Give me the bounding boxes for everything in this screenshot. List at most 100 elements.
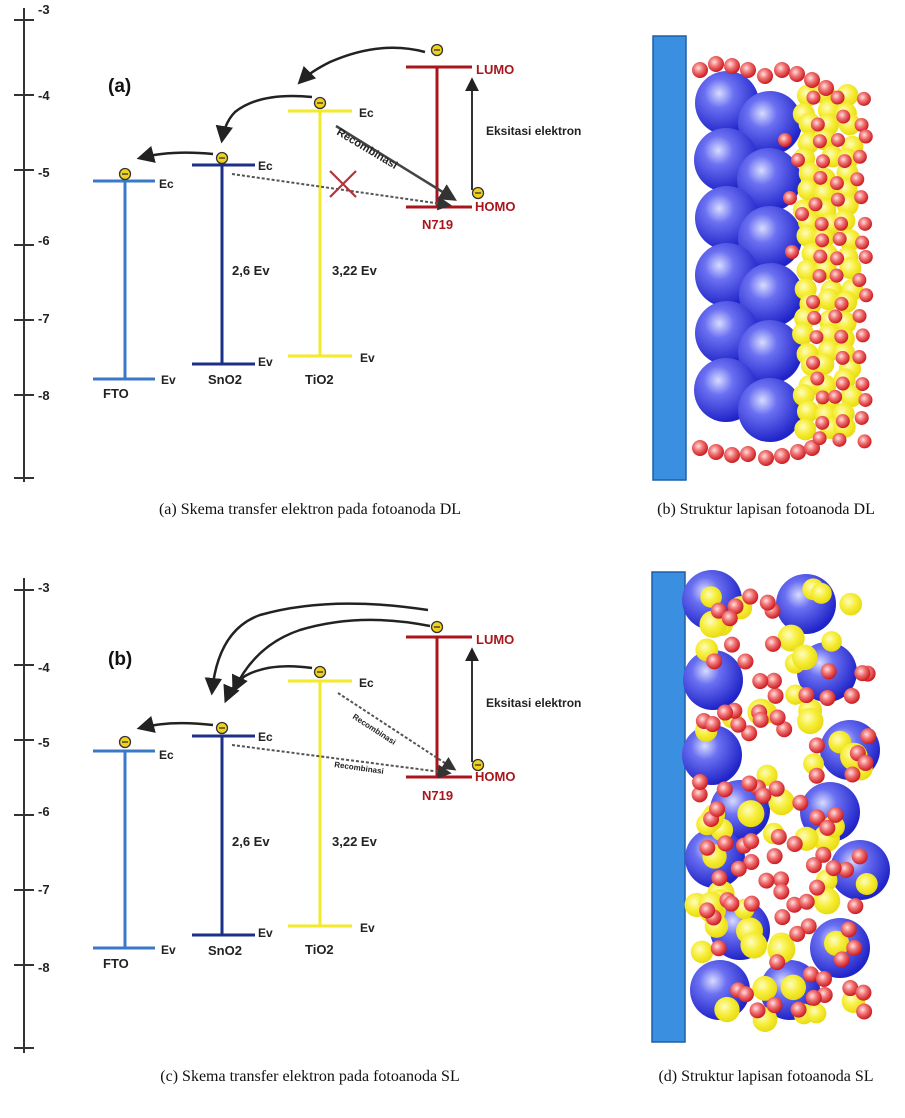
medium-particle bbox=[791, 644, 818, 671]
panel-tag: (a) bbox=[108, 76, 131, 97]
small-particle bbox=[769, 954, 786, 971]
small-particle bbox=[830, 251, 845, 266]
small-particle bbox=[810, 371, 825, 386]
blocked-cross-icon bbox=[329, 170, 357, 198]
electron-icon bbox=[430, 620, 444, 634]
tio2-ev-label: Ev bbox=[360, 351, 375, 365]
small-particle bbox=[691, 786, 708, 803]
small-particle bbox=[723, 636, 740, 653]
medium-particle bbox=[737, 800, 765, 828]
small-particle bbox=[724, 447, 740, 463]
small-particle bbox=[699, 839, 716, 856]
small-particle bbox=[711, 870, 728, 887]
small-particle bbox=[838, 861, 855, 878]
small-particle bbox=[770, 828, 787, 845]
small-particle bbox=[790, 444, 806, 460]
small-particle bbox=[813, 249, 828, 264]
transfer-arrow-sno2-fto bbox=[136, 145, 214, 163]
small-particle bbox=[692, 440, 708, 456]
small-particle bbox=[806, 295, 821, 310]
small-particle bbox=[769, 709, 786, 726]
small-particle bbox=[802, 966, 819, 983]
small-particle bbox=[752, 673, 769, 690]
small-particle bbox=[857, 434, 872, 449]
small-particle bbox=[806, 355, 821, 370]
small-particle bbox=[773, 883, 790, 900]
transfer-arrow-tio2-sno2 bbox=[215, 94, 313, 144]
medium-particle bbox=[752, 975, 778, 1001]
small-particle bbox=[808, 737, 825, 754]
small-particle bbox=[854, 190, 869, 205]
small-particle bbox=[743, 853, 760, 870]
caption-a: (a) Skema transfer elektron pada fotoano… bbox=[158, 501, 462, 518]
small-particle bbox=[795, 207, 809, 221]
fto-ev-label: Ev bbox=[161, 943, 176, 957]
small-particle bbox=[699, 902, 716, 919]
fto-label: FTO bbox=[103, 386, 129, 401]
small-particle bbox=[792, 794, 809, 811]
axis-tick-label: -5 bbox=[38, 735, 50, 750]
small-particle bbox=[829, 268, 844, 283]
small-particle bbox=[805, 857, 822, 874]
large-particle bbox=[682, 725, 742, 785]
axis-tick-label: -7 bbox=[38, 882, 50, 897]
small-particle bbox=[800, 918, 817, 935]
small-particle bbox=[798, 893, 815, 910]
small-particle bbox=[812, 431, 827, 446]
small-particle bbox=[808, 197, 823, 212]
small-particle bbox=[783, 191, 797, 205]
small-particle bbox=[730, 860, 747, 877]
small-particle bbox=[809, 879, 826, 896]
small-particle bbox=[724, 58, 740, 74]
small-particle bbox=[852, 350, 867, 365]
small-particle bbox=[778, 133, 792, 147]
caption-b: (b) Struktur lapisan fotoanoda DL bbox=[657, 501, 875, 518]
small-particle bbox=[774, 62, 790, 78]
small-particle bbox=[766, 997, 783, 1014]
small-particle bbox=[858, 216, 873, 231]
large-particle bbox=[739, 263, 803, 327]
transfer-arrow-tio2-sno2 bbox=[223, 664, 313, 704]
small-particle bbox=[830, 192, 845, 207]
tio2-gap-label: 3,22 Ev bbox=[332, 263, 378, 278]
small-particle bbox=[809, 809, 826, 826]
small-particle bbox=[708, 444, 724, 460]
small-particle bbox=[807, 310, 822, 325]
fto-ev-label: Ev bbox=[161, 373, 176, 387]
transfer-arrow-n719-sno2-b bbox=[231, 618, 431, 694]
small-particle bbox=[774, 448, 790, 464]
medium-particle bbox=[777, 624, 805, 652]
small-particle bbox=[743, 833, 760, 850]
energy-diagram-dl: -3 -4 -5 -6 -7 -8 (a) Ec Ev FTO bbox=[14, 2, 581, 482]
tio2-ec-label: Ec bbox=[359, 106, 374, 120]
small-particle bbox=[789, 66, 805, 82]
small-particle bbox=[786, 896, 803, 913]
band-fto bbox=[93, 179, 155, 381]
transfer-arrow-n719-sno2 bbox=[204, 602, 429, 696]
medium-particle bbox=[780, 974, 807, 1001]
small-particle bbox=[749, 1002, 766, 1019]
small-particle bbox=[721, 610, 738, 627]
medium-particle bbox=[700, 586, 722, 608]
small-particle bbox=[854, 665, 871, 682]
electron-icon bbox=[215, 151, 229, 165]
band-sno2 bbox=[192, 163, 255, 366]
sno2-label: SnO2 bbox=[208, 372, 242, 387]
small-particle bbox=[828, 309, 843, 324]
axis-tick-label: -7 bbox=[38, 311, 50, 326]
small-particle bbox=[757, 68, 773, 84]
small-particle bbox=[819, 819, 836, 836]
small-particle bbox=[740, 446, 756, 462]
axis-tick-labels: -3 -4 -5 -6 -7 -8 bbox=[38, 2, 50, 403]
small-particle bbox=[829, 176, 844, 191]
medium-particle bbox=[690, 940, 714, 964]
structure-dl bbox=[652, 35, 874, 481]
fto-ec-label: Ec bbox=[159, 748, 174, 762]
small-particle bbox=[786, 835, 803, 852]
small-particle bbox=[832, 231, 847, 246]
small-particle bbox=[840, 921, 857, 938]
small-particle bbox=[836, 109, 851, 124]
small-particle bbox=[818, 80, 834, 96]
sno2-ev-label: Ev bbox=[258, 355, 273, 369]
